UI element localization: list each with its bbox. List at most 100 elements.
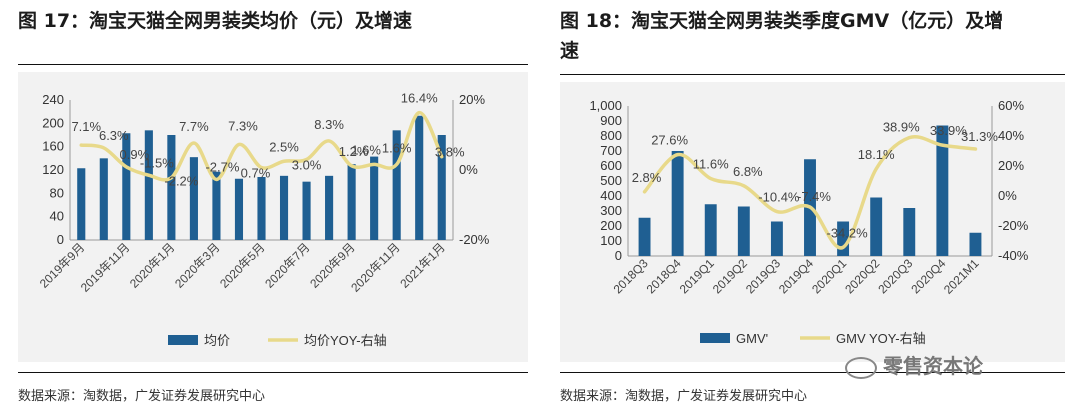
right-x-tick-label: 2019Q1 — [677, 256, 717, 296]
right-line-data-label: 2.8% — [632, 170, 662, 185]
left-line-data-label: 2.5% — [269, 139, 299, 154]
wechat-icon — [845, 356, 877, 379]
left-line-data-label: 7.3% — [228, 118, 258, 133]
left-line-data-label: 7.1% — [71, 119, 101, 134]
left-left-tick-label: 240 — [42, 92, 64, 107]
right-x-tick-label: 2020Q3 — [875, 256, 915, 296]
right-right-tick-label: 60% — [998, 98, 1024, 113]
right-left-tick-label: 1,000 — [589, 98, 622, 113]
left-line-data-label: -2.7% — [205, 159, 239, 174]
left-title-rule — [18, 64, 528, 65]
right-chart-area: 1,000 900 800 700 600 500 400 300 200 100 0 60% 40% 2… — [560, 82, 1065, 362]
right-x-tick-label: 2019Q4 — [776, 256, 816, 296]
right-bar — [770, 221, 783, 256]
left-bar — [370, 156, 379, 240]
right-line-data-label: -7.4% — [797, 189, 831, 204]
left-bar — [279, 175, 289, 240]
right-bar — [638, 217, 651, 256]
right-legend-bar-swatch — [700, 333, 730, 343]
left-line-data-label: 1.6% — [382, 140, 412, 155]
left-line-data-label: 0.7% — [241, 166, 271, 181]
right-x-tick-label: 2020Q4 — [908, 256, 948, 296]
left-bar — [212, 171, 221, 240]
right-chart-title-line1: 图 18：淘宝天猫全网男装类季度GMV（亿元）及增 — [560, 10, 1004, 32]
watermark-text: 零售资本论 — [883, 354, 983, 378]
right-line-data-label: 31.3% — [961, 129, 998, 144]
right-line-data-label: 11.6% — [693, 157, 729, 172]
right-left-tick-label: 0 — [615, 248, 622, 263]
left-line-data-label: 6.3% — [99, 128, 129, 143]
right-right-tick-label: 0% — [998, 188, 1017, 203]
right-bar — [870, 197, 883, 256]
right-x-tick-label: 2020Q1 — [809, 256, 849, 296]
right-bar — [936, 125, 949, 256]
right-source-note: 数据来源：淘数据，广发证券发展研究中心 — [560, 389, 808, 404]
left-bar — [302, 181, 311, 240]
left-x-tick-label: 2021年1月 — [397, 240, 447, 290]
left-chart-area: 240 200 160 120 80 40 0 20% 0% -20% 7.1% 6.3% 0.9% -1… — [18, 72, 528, 362]
left-line-data-label: 0.9% — [120, 147, 150, 162]
left-bar — [325, 175, 334, 240]
left-line-data-label: 1.2% — [339, 144, 369, 159]
right-line-data-label: 6.8% — [733, 164, 763, 179]
left-line-data-label: 16.4% — [401, 91, 438, 106]
left-bar — [415, 115, 424, 240]
left-line-data-label: -2.2% — [164, 174, 198, 189]
left-bar — [347, 164, 356, 240]
right-left-tick-label: 800 — [600, 128, 622, 143]
right-bar — [737, 206, 750, 256]
right-legend-line-label: GMV YOY-右轴 — [836, 331, 926, 346]
watermark: 零售资本论 — [845, 350, 983, 379]
left-bar — [144, 130, 153, 240]
left-bar — [122, 133, 131, 240]
right-x-tick-label: 2021M1 — [941, 256, 982, 297]
left-legend-bar-swatch — [168, 335, 198, 345]
right-left-tick-label: 200 — [600, 218, 622, 233]
right-yoy-line — [642, 135, 978, 250]
right-x-tick-label: 2018Q4 — [644, 256, 684, 296]
right-right-tick-label: -40% — [998, 248, 1029, 263]
left-left-tick-label: 120 — [42, 162, 64, 177]
right-line-data-label: 33.9% — [930, 123, 967, 138]
left-bar — [257, 177, 266, 240]
left-chart-title: 图 17：淘宝天猫全网男装类均价（元）及增速 — [18, 10, 413, 32]
right-chart-title-line2: 速 — [560, 40, 580, 62]
right-x-tick-label: 2019Q3 — [743, 256, 783, 296]
left-bottom-rule — [18, 372, 528, 373]
right-line-data-label: 18.1% — [858, 147, 895, 162]
left-left-tick-label: 40 — [50, 209, 64, 224]
right-x-tick-label: 2019Q2 — [710, 256, 750, 296]
left-x-tick-label: 2020年11月 — [348, 240, 403, 295]
right-line-data-label: -34.2% — [826, 225, 868, 240]
left-right-tick-label: 0% — [459, 162, 478, 177]
left-panel: 图 17：淘宝天猫全网男装类均价（元）及增速 240 200 160 120 80 40 0… — [0, 0, 535, 413]
right-bar — [837, 221, 850, 256]
right-left-tick-label: 100 — [600, 233, 622, 248]
left-x-tick-label: 2020年5月 — [217, 240, 267, 290]
left-right-tick-label: 20% — [459, 92, 485, 107]
left-left-tick-label: 80 — [50, 185, 64, 200]
right-line-data-label: -10.4% — [758, 190, 800, 205]
right-left-tick-label: 300 — [600, 203, 622, 218]
left-line-data-label: 8.3% — [314, 117, 344, 132]
left-yoy-line — [79, 110, 444, 182]
right-bar — [704, 204, 717, 256]
right-bottom-rule — [560, 372, 1065, 373]
right-left-tick-label: 700 — [600, 143, 622, 158]
left-right-tick-label: -20% — [459, 232, 490, 247]
left-legend-line-label: 均价YOY-右轴 — [304, 333, 387, 348]
left-x-tick-label: 2020年3月 — [172, 240, 222, 290]
left-bar — [77, 168, 86, 240]
left-bar — [167, 135, 176, 240]
right-right-tick-label: 20% — [998, 158, 1024, 173]
left-bar — [99, 158, 108, 240]
left-line-data-label: 1.6% — [351, 142, 381, 157]
left-bar — [392, 130, 401, 240]
right-line-data-label: 27.6% — [651, 133, 688, 148]
left-bar — [234, 178, 244, 240]
left-left-tick-label: 0 — [57, 232, 64, 247]
left-line-data-label: 7.7% — [179, 119, 209, 134]
right-panel: 图 18：淘宝天猫全网男装类季度GMV（亿元）及增 速 1,000 900 800 7… — [545, 0, 1080, 413]
right-left-tick-label: 500 — [600, 173, 622, 188]
right-right-tick-label: -20% — [998, 218, 1029, 233]
